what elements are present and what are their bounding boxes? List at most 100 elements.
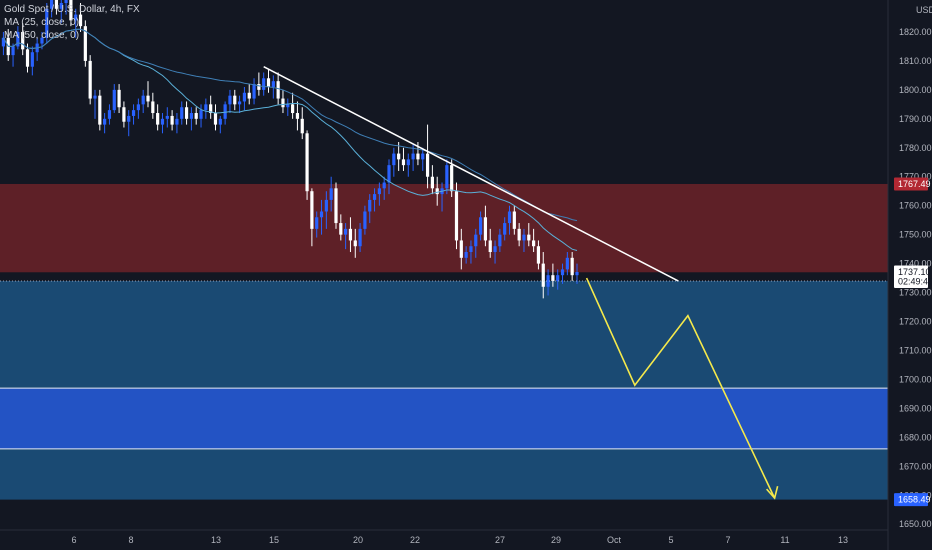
candle-body	[213, 113, 218, 125]
x-tick-label: 27	[495, 535, 505, 545]
candle-body	[45, 8, 49, 38]
x-tick-label: 13	[211, 535, 221, 545]
candle-body	[175, 118, 179, 125]
y-tick-label: 1790.00	[899, 114, 932, 124]
chart-title: Gold Spot / U.S. Dollar, 4h, FX	[4, 4, 140, 15]
candle-body	[522, 234, 526, 241]
candle-body	[165, 115, 169, 119]
candle-body	[411, 153, 415, 160]
x-tick-label: Oct	[607, 535, 622, 545]
candle-body	[344, 228, 348, 235]
candle-body	[266, 78, 271, 87]
x-tick-label: 20	[353, 535, 363, 545]
candle-body	[271, 81, 275, 87]
y-tick-label: 1720.00	[899, 317, 932, 327]
y-tick-label: 1710.00	[899, 345, 932, 355]
chart-legend: Gold Spot / U.S. Dollar, 4h, FX MA (25, …	[4, 3, 140, 42]
candle-body	[570, 257, 574, 276]
candle-body	[281, 98, 285, 108]
candle-body	[324, 199, 328, 212]
price-tag	[894, 493, 928, 507]
upper-support-zone	[0, 280, 888, 389]
candle-body	[64, 0, 68, 3]
candle-body	[218, 118, 222, 125]
y-tick-label: 1800.00	[899, 85, 932, 95]
x-tick-label: 15	[269, 535, 279, 545]
candle-body	[406, 159, 410, 166]
candle-body	[93, 95, 97, 99]
candle-body	[401, 159, 406, 166]
y-tick-label: 1700.00	[899, 374, 932, 384]
candle-body	[83, 26, 87, 61]
time-axis[interactable]	[0, 530, 888, 550]
candle-body	[209, 104, 213, 114]
candle-body	[122, 107, 126, 122]
candle-body	[204, 104, 208, 111]
candle-body	[493, 246, 497, 253]
candle-body	[50, 0, 54, 9]
candle-body	[199, 110, 203, 119]
price-tag	[894, 177, 928, 191]
x-tick-label: 11	[780, 535, 789, 545]
candle-body	[74, 14, 78, 21]
candle-body	[397, 153, 401, 160]
candle-body	[103, 118, 107, 125]
candle-body	[536, 246, 541, 264]
x-tick-label: 7	[725, 535, 730, 545]
candle-body	[21, 31, 25, 50]
candle-body	[454, 191, 459, 241]
candle-body	[546, 275, 550, 287]
legend-ma50[interactable]: MA (50, close, 0)	[4, 30, 80, 41]
candle-body	[329, 188, 333, 200]
candle-body	[117, 89, 121, 108]
candle-body	[430, 176, 434, 189]
y-tick-label: 1780.00	[899, 143, 932, 153]
candle-body	[315, 217, 319, 229]
x-tick-label: 13	[838, 535, 848, 545]
candle-body	[286, 104, 290, 108]
projection-path[interactable]	[585, 277, 776, 499]
candle-body	[459, 240, 463, 258]
candle-body	[507, 211, 512, 224]
candle-body	[127, 115, 131, 122]
candle-body	[25, 49, 30, 67]
candle-body	[156, 113, 160, 125]
candle-body	[112, 89, 116, 111]
candle-body	[474, 234, 478, 247]
candle-body	[30, 52, 34, 67]
candle-body	[556, 275, 560, 281]
candle-body	[300, 118, 304, 134]
candle-body	[372, 194, 377, 200]
candle-body	[334, 188, 338, 224]
candle-body	[532, 240, 536, 247]
candle-body	[517, 228, 521, 241]
candle-body	[107, 110, 112, 119]
candle-body	[189, 113, 193, 119]
x-tick-label: 6	[71, 535, 76, 545]
candle-body	[237, 101, 242, 105]
y-tick-label: 1690.00	[899, 403, 932, 413]
resistance-zone	[0, 183, 888, 273]
candle-body	[541, 263, 545, 287]
candle-body	[353, 240, 357, 247]
candle-body	[291, 104, 295, 114]
price-tag-label: 1737.10	[898, 267, 931, 277]
trend-line[interactable]	[263, 66, 679, 282]
candle-body	[348, 228, 353, 241]
y-tick-label: 1820.00	[899, 27, 932, 37]
legend-ma25[interactable]: MA (25, close, 0)	[4, 17, 80, 28]
candle-body	[565, 257, 569, 270]
candle-body	[363, 211, 367, 229]
candle-body	[146, 95, 150, 102]
candle-body	[339, 223, 343, 235]
candle-body	[78, 14, 83, 27]
candle-body	[450, 165, 454, 192]
candle-body	[421, 153, 425, 160]
candle-body	[498, 234, 502, 247]
candle-body	[228, 95, 232, 105]
y-tick-label: 1760.00	[899, 201, 932, 211]
projection-arrowhead	[766, 485, 779, 500]
ma50-line	[2, 28, 578, 222]
